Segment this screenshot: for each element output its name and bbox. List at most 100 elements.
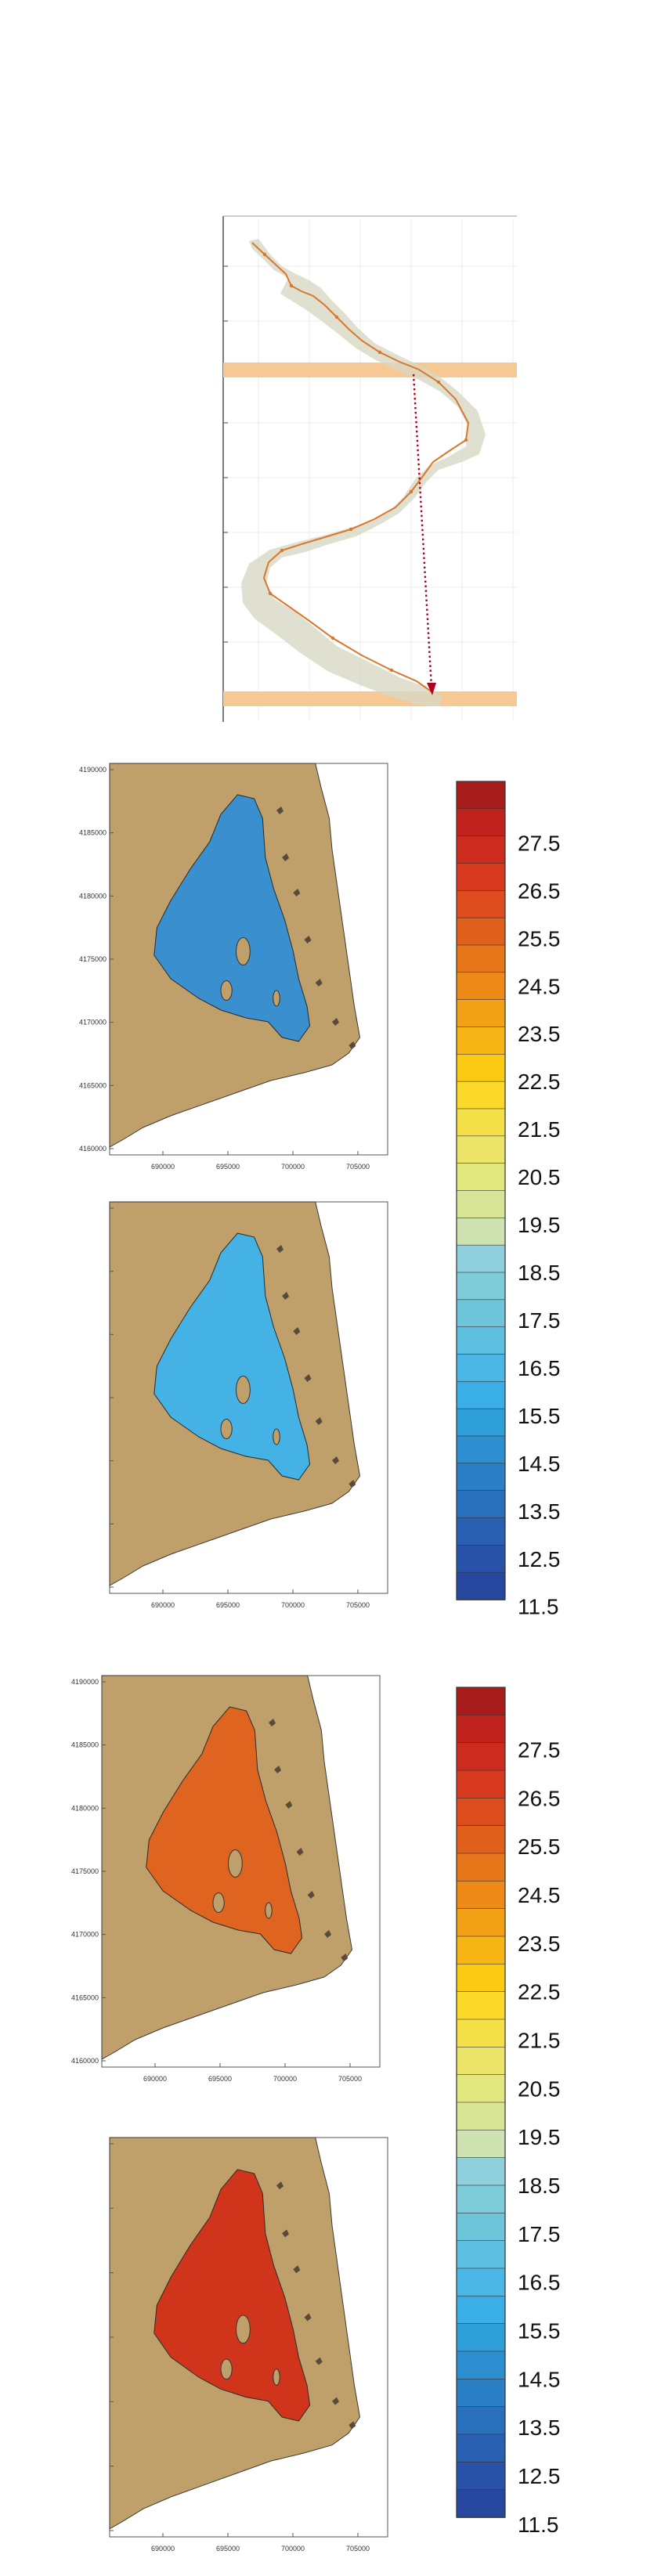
colorbar-step <box>456 1490 506 1519</box>
colorbar-1: 27.5 26.5 25.5 24.5 23.5 22.5 21.5 20.5 19.5 18.5… <box>456 781 561 1619</box>
map-x-tick-label: 695000 <box>208 2075 232 2083</box>
colorbar-step <box>456 2268 506 2297</box>
shoreline-structure <box>332 1456 339 1464</box>
shoreline-structure <box>269 1719 276 1726</box>
colorbar-label: 12.5 <box>518 2464 561 2488</box>
shoreline-structure <box>293 1327 301 1335</box>
map-x-tick-label: 705000 <box>346 2545 370 2553</box>
shoreline-structure <box>341 1954 348 1961</box>
map-y-tick-label: 4170000 <box>71 1931 99 1939</box>
colorbar-label: 12.5 <box>518 1547 561 1571</box>
colorbar-step <box>456 1964 506 1993</box>
colorbar-label: 24.5 <box>518 1883 561 1907</box>
highlight-band-upper <box>223 363 517 377</box>
colorbar-step <box>456 2296 506 2325</box>
island <box>265 1902 273 1919</box>
colorbar-label: 20.5 <box>518 2076 561 2101</box>
colorbar-step <box>456 2323 506 2352</box>
map-x-tick-label: 690000 <box>151 1163 175 1171</box>
colorbar-step <box>456 808 506 837</box>
island <box>273 1428 280 1445</box>
map-x-tick-label: 700000 <box>273 2075 297 2083</box>
map-panel-2: 690000 695000 700000 705000 <box>109 1201 388 1609</box>
island <box>220 1419 233 1439</box>
lagoon-temperature <box>153 2169 311 2422</box>
colorbar-label: 22.5 <box>518 1980 561 2004</box>
map-x-tick-label: 695000 <box>216 2545 240 2553</box>
colorbar-step <box>456 1218 506 1246</box>
shoreline-structure <box>285 1801 293 1809</box>
colorbar-label: 24.5 <box>518 974 561 998</box>
colorbar-step <box>456 2130 506 2159</box>
colorbar-2: 27.5 26.5 25.5 24.5 23.5 22.5 21.5 20.5 19.5 18.5… <box>456 1687 561 2537</box>
colorbar-step <box>456 1853 506 1882</box>
colorbar-label: 15.5 <box>518 2319 561 2343</box>
shoreline-structure <box>282 853 290 861</box>
map-y-tick-label: 4175000 <box>71 1867 99 1875</box>
lagoon-temperature <box>153 794 311 1042</box>
colorbar-step <box>456 1881 506 1910</box>
colorbar-label: 18.5 <box>518 2174 561 2198</box>
shoreline-structure <box>348 2421 356 2430</box>
map-panel-3: 4190000 4185000 4180000 4175000 4170000 41650… <box>71 1675 381 2083</box>
colorbar-step <box>456 1571 506 1600</box>
colorbar-label: 18.5 <box>518 1261 561 1285</box>
map-y-tick-label: 4160000 <box>79 1145 107 1153</box>
colorbar-step <box>456 1742 506 1771</box>
colorbar-step <box>456 1272 506 1301</box>
map-panel-4: 690000 695000 700000 705000 <box>109 2137 388 2553</box>
map-x-tick-label: 695000 <box>216 1601 240 1609</box>
colorbar-step <box>456 2240 506 2269</box>
lagoon-temperature <box>153 1232 311 1481</box>
colorbar-label: 27.5 <box>518 1738 561 1762</box>
colorbar-step <box>456 2047 506 2076</box>
colorbar-label: 13.5 <box>518 1499 561 1524</box>
island <box>220 2358 233 2380</box>
shoreline-structure <box>274 1766 282 1773</box>
map-x-tick-label: 695000 <box>216 1163 240 1171</box>
colorbar-step <box>456 835 506 864</box>
colorbar-step <box>456 1798 506 1827</box>
map-x-tick-label: 705000 <box>346 1601 370 1609</box>
profile-curve-markers <box>262 252 468 673</box>
colorbar-step <box>456 1135 506 1164</box>
colorbar-step <box>456 2019 506 2048</box>
map-x-tick-label: 700000 <box>281 2545 305 2553</box>
shoreline-structure <box>293 889 301 897</box>
map-y-tick-label: 4180000 <box>79 892 107 900</box>
map-y-tick-label: 4190000 <box>71 1678 99 1686</box>
colorbar-step <box>456 2433 506 2463</box>
colorbar-step <box>456 1463 506 1492</box>
colorbar-label: 17.5 <box>518 1308 561 1333</box>
profile-panel <box>222 215 517 722</box>
island <box>236 1376 251 1404</box>
island <box>220 980 233 1001</box>
colorbar-step <box>456 890 506 918</box>
map-x-tick-label: 705000 <box>346 1163 370 1171</box>
map-y-tick-label: 4175000 <box>79 955 107 963</box>
colorbar-step <box>456 1354 506 1383</box>
colorbar-step <box>456 999 506 1028</box>
colorbar-step <box>456 1326 506 1355</box>
colorbar-label: 20.5 <box>518 1165 561 1189</box>
colorbar-step <box>456 2157 506 2186</box>
colorbar-step <box>456 1244 506 1273</box>
shoreline-structure <box>276 806 283 814</box>
profile-grid <box>223 219 517 720</box>
lagoon-temperature <box>146 1706 303 1954</box>
colorbar-label: 23.5 <box>518 1932 561 1956</box>
shoreline-structure <box>315 979 323 987</box>
map-y-tick-label: 4160000 <box>71 2057 99 2065</box>
shoreline-structure <box>282 2229 290 2238</box>
colorbar-step <box>456 1026 506 1055</box>
colorbar-step <box>456 2406 506 2435</box>
shoreline-structure <box>304 2313 312 2322</box>
colorbar-label: 17.5 <box>518 2222 561 2246</box>
colorbar-step <box>456 1545 506 1573</box>
temperature-maps: 4190000 4185000 4180000 4175000 4170000 41650… <box>71 763 388 2553</box>
colorbars: 27.5 26.5 25.5 24.5 23.5 22.5 21.5 20.5 19.5 18.5… <box>456 781 561 2537</box>
shoreline-structure <box>304 936 312 943</box>
shoreline-structure <box>348 1041 356 1049</box>
shoreline-structure <box>276 2181 283 2190</box>
colorbar-label: 21.5 <box>518 1117 561 1142</box>
